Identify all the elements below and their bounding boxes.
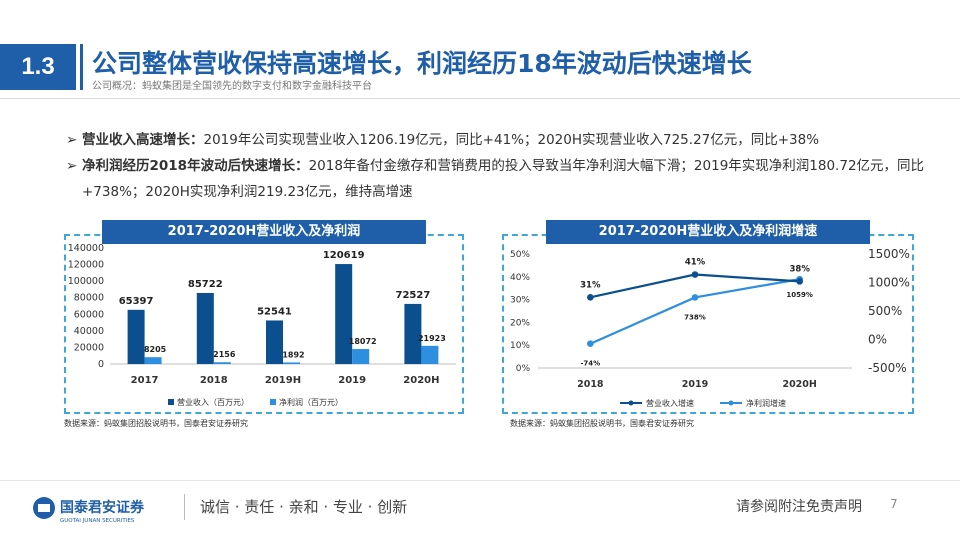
right-y-tick-label: -500% — [868, 361, 907, 375]
x-tick-label: 2020H — [782, 379, 816, 390]
y-tick-label: 0 — [98, 359, 104, 370]
revenue-data-label: 65397 — [119, 296, 154, 307]
section-divider — [80, 44, 83, 90]
profit-growth-point — [691, 294, 699, 301]
profit-data-label: 18072 — [349, 337, 377, 346]
section-number: 1.3 — [0, 44, 76, 90]
left-y-tick-label: 50% — [510, 250, 530, 260]
legend-marker-revenue — [628, 400, 634, 406]
disclaimer-link[interactable]: 请参阅附注免责声明 — [736, 499, 862, 515]
profit-bar — [421, 345, 439, 364]
bullet-item: ➢ 营业收入高速增长：2019年公司实现营业收入1206.19亿元，同比+41%… — [66, 127, 926, 153]
footer-separator — [184, 494, 185, 520]
left-y-tick-label: 40% — [510, 273, 530, 283]
logo-text-cn: 国泰君安证券 — [60, 499, 145, 516]
y-tick-label: 40000 — [74, 326, 104, 337]
bullet-body: 营业收入高速增长：2019年公司实现营业收入1206.19亿元，同比+41%；2… — [82, 127, 819, 153]
header-divider — [0, 98, 960, 99]
revenue-growth-point — [587, 294, 594, 301]
arrow-bullet-icon: ➢ — [66, 132, 78, 148]
left-y-tick-label: 0% — [516, 364, 531, 374]
x-tick-label: 2019 — [682, 379, 708, 390]
x-tick-label: 2017 — [131, 375, 159, 386]
profit-growth-label: -74% — [580, 360, 600, 368]
profit-bar — [352, 349, 370, 364]
revenue-data-label: 120619 — [323, 250, 365, 261]
profit-growth-line — [589, 278, 800, 345]
page-number: 7 — [890, 497, 898, 511]
revenue-bar — [196, 292, 214, 364]
x-tick-label: 2018 — [577, 379, 604, 390]
line-chart-title: 2017-2020H营业收入及净利润增速 — [546, 220, 870, 244]
profit-data-label: 21923 — [418, 334, 446, 343]
legend-label-profit: 净利润（百万元） — [279, 397, 343, 407]
bullet-heading: 净利润经历2018年波动后快速增长： — [82, 158, 309, 174]
bullet-item: ➢ 净利润经历2018年波动后快速增长：2018年备付金缴存和营销费用的投入导致… — [66, 153, 926, 205]
legend-label-revenue: 营业收入（百万元） — [177, 397, 249, 407]
revenue-data-label: 85722 — [188, 279, 223, 290]
y-tick-label: 20000 — [74, 342, 104, 353]
x-tick-label: 2019 — [338, 375, 366, 386]
legend-swatch-revenue — [168, 399, 174, 405]
bullet-list: ➢ 营业收入高速增长：2019年公司实现营业收入1206.19亿元，同比+41%… — [66, 127, 926, 205]
y-tick-label: 60000 — [74, 309, 104, 320]
right-y-tick-label: 0% — [868, 333, 887, 347]
revenue-growth-label: 41% — [685, 258, 706, 268]
bar-chart-title: 2017-2020H营业收入及净利润 — [102, 220, 426, 244]
profit-growth-label: 1059% — [786, 291, 813, 299]
profit-bar — [144, 357, 162, 364]
legend-marker-profit — [728, 400, 734, 406]
revenue-growth-point — [691, 271, 699, 278]
arrow-bullet-icon: ➢ — [66, 158, 78, 174]
revenue-bar — [335, 264, 353, 364]
bar-chart: 140000 120000 100000 80000 60000 40000 20000 0 6… — [68, 243, 456, 407]
bullet-text: 2018年备付金缴存和营销费用的投入导致当年净利润大幅下滑；2019年实现净利润… — [82, 158, 925, 200]
footer-slogan: 诚信 · 责任 · 亲和 · 专业 · 创新 — [200, 498, 408, 516]
line-chart-source: 数据来源：蚂蚁集团招股说明书，国泰君安证券研究 — [510, 419, 694, 428]
left-y-tick-label: 30% — [510, 296, 530, 306]
right-y-tick-label: 1500% — [868, 247, 910, 261]
profit-bar — [213, 362, 231, 364]
revenue-data-label: 72527 — [396, 290, 431, 301]
x-tick-label: 2018 — [200, 375, 228, 386]
bullet-body: 净利润经历2018年波动后快速增长：2018年备付金缴存和营销费用的投入导致当年… — [82, 153, 926, 205]
y-tick-label: 100000 — [68, 276, 104, 287]
legend-swatch-profit — [270, 399, 276, 405]
revenue-growth-label: 38% — [789, 264, 810, 274]
left-y-tick-label: 20% — [510, 318, 530, 328]
legend-label-profit: 净利润增速 — [746, 398, 786, 408]
revenue-bar — [266, 320, 283, 364]
revenue-growth-point — [796, 278, 803, 285]
profit-growth-point — [587, 340, 594, 348]
profit-data-label: 8205 — [144, 345, 167, 354]
revenue-bar — [127, 309, 145, 364]
profit-data-label: 1892 — [282, 350, 304, 359]
revenue-data-label: 52541 — [257, 306, 292, 317]
right-y-tick-label: 500% — [868, 304, 902, 318]
footer-divider — [0, 480, 960, 481]
left-y-tick-label: 10% — [510, 341, 530, 351]
profit-data-label: 2156 — [213, 350, 236, 359]
revenue-growth-label: 31% — [580, 280, 601, 290]
y-tick-label: 80000 — [74, 293, 104, 304]
bullet-heading: 营业收入高速增长： — [82, 132, 204, 148]
x-tick-label: 2019H — [265, 375, 301, 386]
bar-chart-source: 数据来源：蚂蚁集团招股说明书，国泰君安证券研究 — [64, 419, 248, 428]
page-subtitle: 公司概况：蚂蚁集团是全国领先的数字支付和数字金融科技平台 — [92, 81, 372, 92]
profit-growth-label: 738% — [684, 313, 706, 321]
legend-label-revenue: 营业收入增速 — [646, 398, 694, 408]
logo-emblem-inner — [38, 504, 50, 512]
right-y-tick-label: 1000% — [868, 276, 910, 290]
company-logo: 国泰君安证券 GUOTAI JUNAN SECURITIES — [33, 497, 145, 524]
revenue-bar — [404, 303, 422, 364]
revenue-growth-line — [590, 273, 800, 299]
profit-bar — [283, 362, 300, 364]
x-tick-label: 2020H — [403, 375, 439, 386]
page-title: 公司整体营收保持高速增长，利润经历18年波动后快速增长 — [92, 49, 752, 78]
line-chart: 50% 40% 30% 20% 10% 0% 1500% 1000% 500% 0% -500% 20… — [510, 247, 910, 408]
y-tick-label: 140000 — [68, 243, 104, 254]
logo-text-en: GUOTAI JUNAN SECURITIES — [60, 518, 135, 524]
y-tick-label: 120000 — [68, 260, 104, 271]
bullet-text: 2019年公司实现营业收入1206.19亿元，同比+41%；2020H实现营业收… — [203, 132, 820, 148]
